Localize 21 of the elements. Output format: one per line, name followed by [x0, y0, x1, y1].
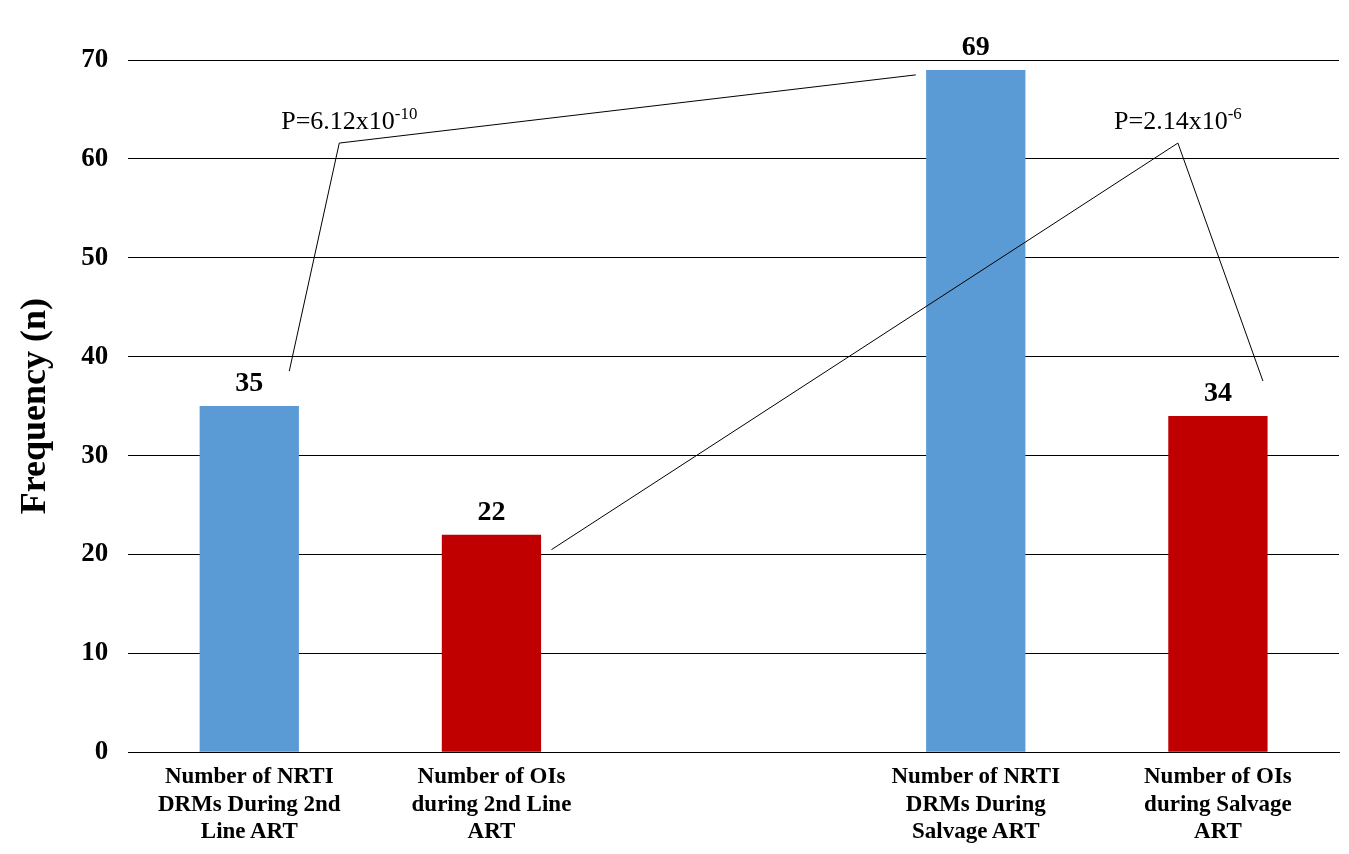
y-tick-label: 0: [94, 735, 109, 766]
y-tick-label: 60: [81, 141, 109, 172]
x-tick-label: Number of OIs during Salvage ART: [1144, 762, 1292, 844]
data-label: 34: [1203, 376, 1232, 408]
x-tick-label: Number of NRTI DRMs During 2nd Line ART: [157, 762, 341, 844]
x-tick-label: Number of NRTI DRMs During Salvage ART: [891, 762, 1061, 844]
x-tick-label: Number of OIs during 2nd Line ART: [411, 762, 572, 844]
data-label: 69: [961, 30, 990, 62]
data-label: 22: [477, 494, 506, 526]
bar: [199, 406, 299, 752]
bar: [441, 534, 542, 752]
bar: [1168, 415, 1268, 752]
y-tick-label: 10: [81, 636, 109, 667]
y-axis-title: Frequency (n): [12, 297, 53, 515]
data-label: 35: [235, 366, 264, 398]
y-tick-label: 70: [81, 42, 109, 73]
y-tick-label: 20: [81, 537, 109, 568]
y-tick-label: 50: [81, 240, 109, 271]
y-tick-label: 40: [81, 339, 109, 370]
y-tick-label: 30: [81, 438, 109, 469]
bar: [926, 69, 1026, 752]
